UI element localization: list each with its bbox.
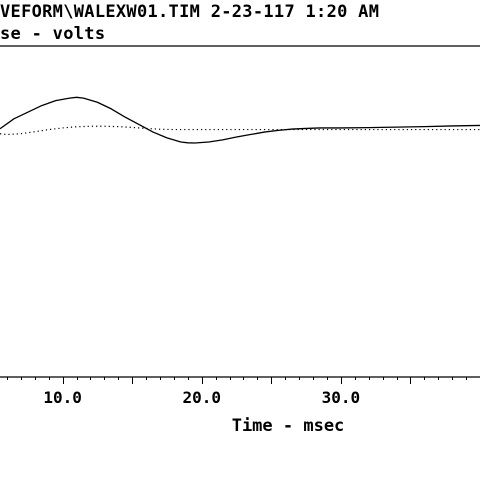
x-axis-tick-labels: 10.0 20.0 30.0 — [43, 388, 360, 407]
series-solid-line — [0, 96, 480, 144]
x-axis-title: Time - msec — [232, 416, 345, 436]
x-tick-label: 10.0 — [43, 388, 82, 407]
x-tick-label: 30.0 — [322, 388, 361, 407]
chart-title: VEFORM\WALEXW01.TIM 2-23-117 1:20 AM — [0, 2, 380, 22]
x-axis-ticks — [7, 377, 467, 384]
x-tick-label: 20.0 — [182, 388, 221, 407]
series-group — [0, 96, 480, 144]
y-axis-label: se - volts — [0, 24, 106, 44]
